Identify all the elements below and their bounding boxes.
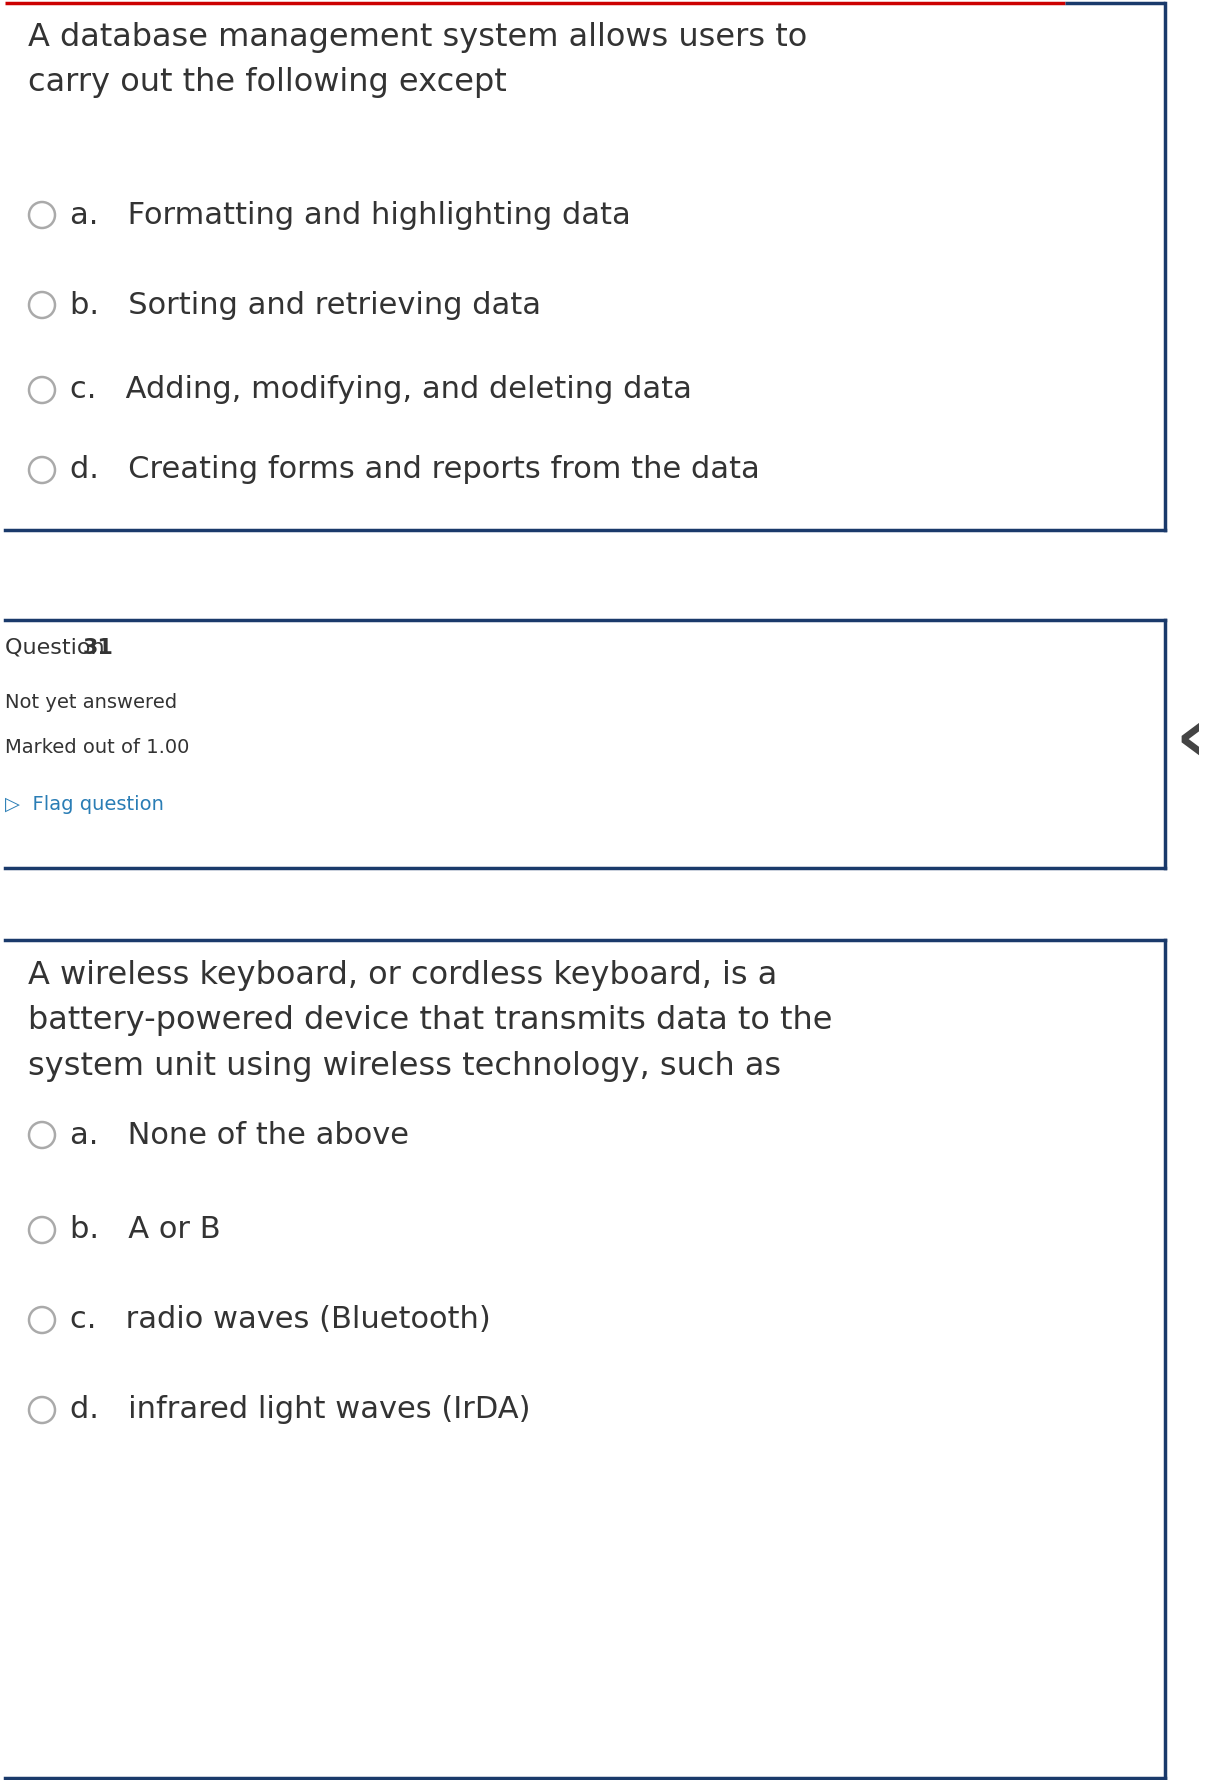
Text: A database management system allows users to
carry out the following except: A database management system allows user… bbox=[28, 21, 807, 98]
Text: Not yet answered: Not yet answered bbox=[5, 692, 177, 712]
Text: Question: Question bbox=[5, 637, 112, 659]
Text: a.   Formatting and highlighting data: a. Formatting and highlighting data bbox=[70, 201, 630, 230]
Text: b.   Sorting and retrieving data: b. Sorting and retrieving data bbox=[70, 290, 541, 319]
Text: b.   A or B: b. A or B bbox=[70, 1216, 221, 1244]
Text: a.   None of the above: a. None of the above bbox=[70, 1120, 408, 1150]
Text: ▷  Flag question: ▷ Flag question bbox=[5, 796, 164, 813]
Text: c.   Adding, modifying, and deleting data: c. Adding, modifying, and deleting data bbox=[70, 376, 692, 404]
Text: ‹: ‹ bbox=[1176, 705, 1205, 774]
Text: 31: 31 bbox=[82, 637, 114, 659]
Text: A wireless keyboard, or cordless keyboard, is a
battery-powered device that tran: A wireless keyboard, or cordless keyboar… bbox=[28, 959, 833, 1082]
Text: c.   radio waves (Bluetooth): c. radio waves (Bluetooth) bbox=[70, 1305, 491, 1335]
Text: Marked out of 1.00: Marked out of 1.00 bbox=[5, 739, 189, 756]
Text: d.   infrared light waves (IrDA): d. infrared light waves (IrDA) bbox=[70, 1396, 531, 1424]
Text: d.   Creating forms and reports from the data: d. Creating forms and reports from the d… bbox=[70, 456, 760, 484]
